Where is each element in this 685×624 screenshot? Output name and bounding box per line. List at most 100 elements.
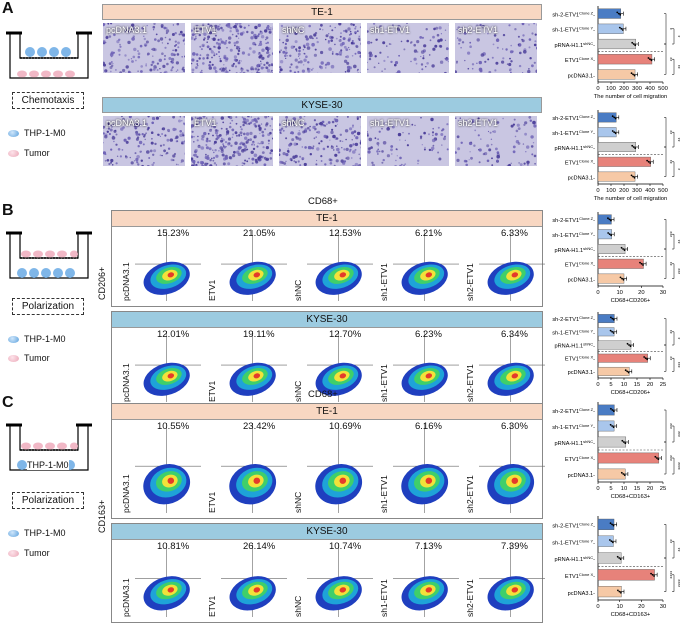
category-label: sh-1-ETV1Clone Y- (552, 328, 595, 337)
flow-percent: 26.14% (243, 541, 276, 552)
significance-stars: ** (674, 65, 680, 69)
micrograph-4: sh2-ETV1 (454, 115, 538, 167)
legend-thp1-a: THP-1-M0 (8, 128, 66, 138)
significance-stars: *** (666, 423, 672, 429)
x-tick-label: 100 (606, 86, 616, 92)
significance-bracket (664, 318, 667, 346)
blue-cell-icon (8, 335, 19, 343)
data-point (618, 590, 621, 593)
legend-tumor-c: Tumor (8, 548, 50, 558)
x-tick-label: 0 (596, 188, 599, 194)
data-point (611, 523, 613, 526)
bar-ETV1 (597, 258, 644, 269)
flow-plot-ETV1: ETV1 21.05% (207, 226, 287, 305)
data-point (642, 264, 644, 266)
data-point (644, 357, 647, 360)
flow-sample-label: pcDNA3.1 (121, 474, 131, 513)
data-point (647, 57, 650, 59)
x-tick-label: 500 (658, 188, 668, 194)
significance-bracket (664, 248, 667, 279)
blue-cell-icon (8, 529, 19, 537)
flow-plot-shNC: shNC 12.53% (293, 226, 373, 305)
significance-bracket (672, 574, 675, 592)
x-tick-label: 300 (632, 86, 642, 92)
data-point (647, 160, 650, 163)
data-point (608, 233, 611, 236)
data-point (624, 369, 627, 372)
flow-percent: 12.01% (157, 329, 190, 340)
data-point (620, 246, 623, 249)
micrograph-label: sh2-ETV1 (458, 25, 499, 35)
data-point (611, 425, 614, 427)
legend-label: Tumor (24, 353, 50, 363)
data-point (629, 345, 632, 348)
data-point (619, 13, 622, 16)
data-point (609, 316, 612, 319)
significance-bracket (664, 557, 667, 592)
flow-sample-label: sh2-ETV1 (465, 263, 475, 301)
data-point (617, 589, 619, 592)
micrograph-label: pcDNA3.1 (106, 118, 148, 128)
flow-percent: 6.33% (501, 228, 528, 239)
data-point (610, 219, 612, 222)
flow-plot-sh2-ETV1: sh2-ETV1 6.30% (465, 419, 545, 517)
significance-bracket (672, 28, 675, 45)
legend-label: THP-1-M0 (24, 528, 66, 538)
flow-percent: 10.81% (157, 541, 190, 552)
data-point (614, 117, 617, 120)
data-point (653, 575, 655, 577)
micrograph-label: shNC (282, 118, 305, 128)
significance-stars: ** (666, 330, 672, 334)
flow-percent: 6.23% (415, 329, 442, 340)
significance-stars: * (674, 337, 680, 339)
data-point (622, 441, 625, 443)
flow-plot-pcDNA3.1: pcDNA3.1 10.81% (121, 539, 201, 621)
data-point (616, 555, 619, 558)
x-tick-label: 20 (638, 604, 644, 610)
significance-stars: **** (674, 579, 680, 587)
x-tick-label: 5 (609, 486, 612, 492)
significance-bracket (672, 233, 675, 250)
significance-stars: ** (666, 130, 672, 134)
significance-stars: **** (666, 571, 672, 579)
flow-panel-te1-b: TE-1 (111, 210, 543, 307)
category-label: pcDNA3.1- (568, 370, 596, 376)
x-tick-label: 0 (596, 604, 599, 610)
flow-plot-sh2-ETV1: sh2-ETV1 6.34% (465, 327, 545, 406)
significance-stars: ** (674, 138, 680, 142)
flow-percent: 10.74% (329, 541, 362, 552)
category-label: ETV1Clone X- (565, 354, 595, 363)
flow-plot-sh1-ETV1: sh1-ETV1 7.13% (379, 539, 459, 621)
flow-percent: 7.39% (501, 541, 528, 552)
data-point (611, 317, 614, 320)
significance-stars: ** (666, 539, 672, 543)
significance-bracket (672, 425, 675, 443)
significance-stars: ** (666, 356, 672, 360)
data-point (646, 159, 649, 162)
micrograph-label: ETV1 (194, 25, 217, 35)
data-point (611, 409, 614, 411)
x-tick-label: 100 (606, 188, 616, 194)
flow-sample-label: sh2-ETV1 (465, 475, 475, 513)
panel-label-c: C (2, 394, 14, 411)
flow-sample-label: sh1-ETV1 (379, 579, 389, 617)
flow-sample-label: sh2-ETV1 (465, 364, 475, 402)
data-point (631, 41, 634, 44)
data-point (621, 439, 624, 442)
data-point (613, 131, 616, 134)
data-point (640, 262, 643, 265)
flow-panel-te1-c: TE-1 (111, 403, 543, 519)
micrograph-1: ETV1 (190, 115, 274, 167)
category-label: sh-1-ETV1Clone Y- (552, 423, 595, 432)
flow-sample-label: sh1-ETV1 (379, 475, 389, 513)
category-label: sh-2-ETV1Clone Z- (552, 216, 595, 225)
x-tick-label: 200 (619, 188, 629, 194)
panel-label-a: A (2, 0, 14, 17)
data-point (612, 524, 615, 527)
data-point (630, 174, 633, 177)
micrograph-0: pcDNA3.1 (102, 22, 186, 74)
pink-cell-icon (8, 549, 19, 557)
category-label: sh-2-ETV1Clone Z- (552, 10, 595, 19)
data-point (643, 356, 646, 358)
data-point (627, 371, 630, 374)
